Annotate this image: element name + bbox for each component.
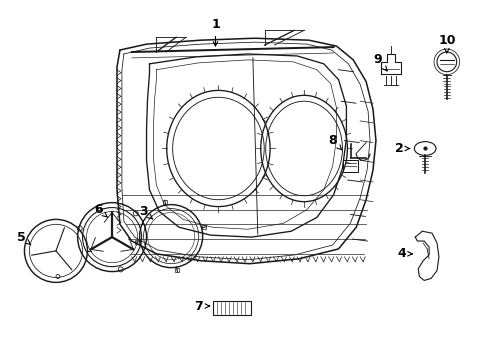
Text: 2: 2	[395, 142, 410, 155]
Text: 7: 7	[195, 300, 210, 312]
Text: 6: 6	[94, 203, 108, 217]
Text: 4: 4	[397, 247, 412, 260]
Text: 8: 8	[328, 134, 342, 150]
Text: 3: 3	[139, 205, 153, 219]
Bar	[135, 240, 139, 244]
Bar	[343, 160, 358, 172]
Bar	[214, 301, 251, 315]
Text: 10: 10	[438, 34, 456, 53]
Text: 9: 9	[373, 53, 387, 71]
Bar	[163, 200, 167, 204]
Text: 1: 1	[211, 18, 220, 46]
Text: 5: 5	[17, 231, 31, 245]
Bar	[175, 268, 179, 272]
Bar	[202, 225, 206, 229]
